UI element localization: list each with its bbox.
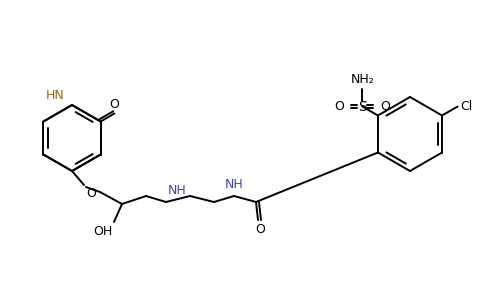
Text: O: O — [110, 97, 120, 110]
Text: O: O — [86, 187, 96, 200]
Text: Cl: Cl — [461, 100, 473, 113]
Text: NH₂: NH₂ — [351, 73, 374, 86]
Text: HN: HN — [45, 89, 64, 102]
Text: OH: OH — [93, 225, 112, 238]
Text: O: O — [255, 223, 265, 236]
Text: O: O — [380, 100, 390, 113]
Text: NH: NH — [225, 178, 244, 191]
Text: NH: NH — [168, 184, 187, 197]
Text: O: O — [335, 100, 345, 113]
Text: S: S — [358, 99, 367, 113]
